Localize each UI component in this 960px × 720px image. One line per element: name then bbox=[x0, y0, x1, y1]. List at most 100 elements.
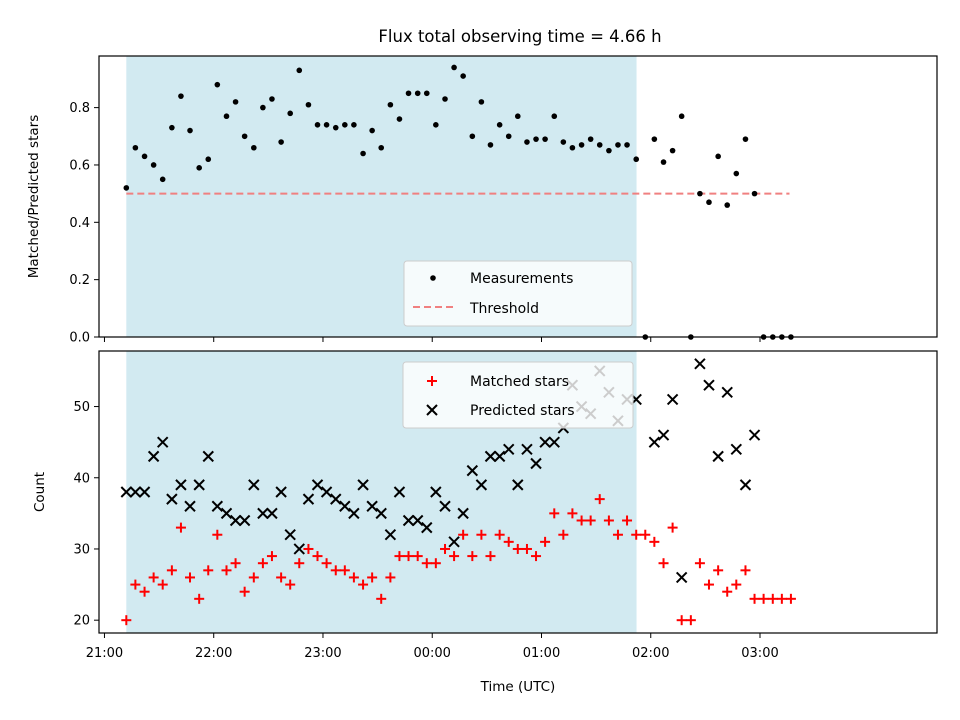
matched-star-point bbox=[148, 572, 159, 583]
top-legend: Measurements Threshold bbox=[403, 260, 633, 327]
matched-star-point bbox=[658, 558, 669, 569]
measurement-point bbox=[542, 136, 548, 142]
matched-star-point bbox=[758, 593, 769, 604]
measurement-point bbox=[478, 99, 485, 105]
predicted-star-point bbox=[402, 514, 415, 527]
matched-star-point bbox=[676, 615, 687, 626]
measurement-point bbox=[378, 144, 385, 151]
matched-star-point bbox=[612, 529, 623, 540]
predicted-star-point bbox=[694, 358, 706, 370]
measurement-point bbox=[596, 142, 603, 148]
measurement-point bbox=[150, 162, 157, 168]
matched-star-point bbox=[622, 515, 633, 526]
legend-threshold-label: Threshold bbox=[469, 301, 539, 317]
predicted-star-point bbox=[739, 479, 752, 491]
measurement-point bbox=[141, 153, 148, 160]
measurement-point bbox=[442, 96, 448, 102]
matched-star-point bbox=[485, 551, 496, 562]
measurement-point bbox=[132, 144, 139, 151]
measurement-point bbox=[724, 202, 731, 208]
measurement-point bbox=[660, 159, 667, 165]
measurement-point bbox=[223, 113, 230, 120]
matched-star-point bbox=[330, 565, 341, 576]
bottom-y-tick-label: 20 bbox=[73, 614, 90, 629]
predicted-star-point bbox=[202, 450, 214, 463]
matched-star-point bbox=[412, 551, 423, 562]
measurement-point bbox=[169, 124, 175, 131]
predicted-star-point bbox=[248, 479, 260, 491]
predicted-star-point bbox=[521, 443, 533, 455]
measurement-point bbox=[569, 144, 576, 151]
predicted-star-point bbox=[675, 571, 688, 584]
legend-matched-marker bbox=[427, 376, 437, 386]
measurement-point bbox=[423, 90, 430, 97]
predicted-star-point bbox=[238, 514, 251, 527]
matched-star-point bbox=[385, 572, 396, 583]
matched-star-point bbox=[121, 615, 132, 626]
bottom-panel-frame bbox=[98, 350, 938, 634]
matched-star-point bbox=[494, 529, 505, 540]
matched-star-point bbox=[276, 572, 287, 583]
matched-star-point bbox=[549, 508, 560, 519]
matched-star-point bbox=[185, 572, 196, 583]
matched-star-point bbox=[458, 529, 469, 540]
matched-star-point bbox=[649, 536, 660, 547]
measurement-point bbox=[332, 124, 339, 131]
matched-star-point bbox=[212, 529, 223, 540]
predicted-star-point bbox=[311, 479, 324, 491]
matched-star-point bbox=[476, 529, 487, 540]
bottom-y-axis-label: Count bbox=[32, 472, 48, 512]
measurement-point bbox=[606, 147, 612, 154]
predicted-star-point bbox=[166, 493, 178, 505]
predicted-star-point bbox=[421, 521, 433, 534]
predicted-star-point bbox=[721, 386, 733, 399]
measurement-point bbox=[487, 142, 494, 148]
legend-predicted-label: Predicted stars bbox=[470, 403, 575, 419]
measurement-point bbox=[524, 139, 530, 145]
predicted-star-point bbox=[475, 479, 488, 491]
predicted-star-point bbox=[539, 436, 551, 448]
matched-star-point bbox=[421, 558, 432, 569]
predicted-star-point bbox=[302, 493, 315, 505]
measurement-point bbox=[733, 170, 740, 177]
measurement-point bbox=[551, 113, 558, 120]
bottom-legend: Matched stars Predicted stars bbox=[402, 361, 634, 429]
measurement-point bbox=[323, 122, 330, 128]
predicted-star-point bbox=[339, 500, 351, 512]
measurement-point bbox=[578, 142, 585, 148]
matched-star-point bbox=[776, 593, 787, 604]
predicted-star-point bbox=[266, 507, 278, 520]
matched-star-point bbox=[558, 529, 569, 540]
legend-matched-label: Matched stars bbox=[470, 374, 569, 390]
matched-star-point bbox=[731, 579, 742, 590]
measurement-point bbox=[651, 136, 658, 142]
measurement-point bbox=[205, 156, 212, 163]
measurement-point bbox=[351, 122, 357, 128]
measurement-point bbox=[460, 73, 466, 79]
x-tick-label: 02:00 bbox=[632, 646, 669, 661]
measurement-point bbox=[697, 190, 703, 197]
predicted-star-point bbox=[147, 450, 160, 463]
x-tick-label: 23:00 bbox=[304, 646, 341, 661]
legend-measurements-label: Measurements bbox=[470, 271, 573, 287]
measurement-point bbox=[469, 133, 476, 140]
matched-star-point bbox=[521, 543, 532, 554]
matched-star-point bbox=[430, 558, 441, 569]
measurement-point bbox=[287, 110, 293, 117]
matched-star-point bbox=[157, 579, 168, 590]
top-panel-frame bbox=[98, 55, 938, 338]
measurement-point bbox=[405, 90, 412, 97]
measurement-point bbox=[396, 116, 403, 122]
matched-star-point bbox=[749, 593, 760, 604]
top-y-axis-label: Matched/Predicted stars bbox=[26, 115, 42, 278]
matched-star-point bbox=[512, 543, 523, 554]
measurement-point bbox=[715, 153, 721, 160]
predicted-star-point bbox=[448, 536, 460, 548]
predicted-star-point bbox=[375, 507, 387, 520]
measurement-point bbox=[241, 133, 248, 140]
matched-star-point bbox=[358, 579, 369, 590]
matched-star-point bbox=[376, 593, 387, 604]
measurement-point bbox=[251, 144, 257, 151]
measurement-point bbox=[369, 127, 375, 134]
matched-star-point bbox=[540, 536, 551, 547]
